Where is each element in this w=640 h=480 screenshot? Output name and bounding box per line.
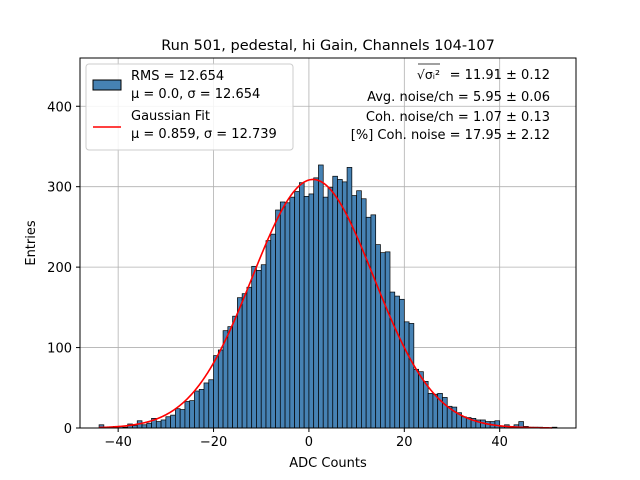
y-axis-label: Entries	[24, 220, 39, 266]
gaussian-fit-line	[99, 178, 553, 429]
histogram-bar	[165, 416, 171, 429]
histogram-bar	[370, 214, 377, 429]
histogram-bar	[461, 416, 467, 429]
histogram-bar	[155, 421, 162, 429]
legend-histogram-swatch	[92, 79, 122, 91]
histogram-bar	[260, 264, 267, 429]
legend-fit-label: Gaussian Fit	[131, 109, 210, 124]
histogram-bar	[327, 187, 334, 429]
histogram-bar	[375, 244, 381, 429]
histogram-bar	[232, 315, 238, 429]
x-tick-label: 40	[491, 435, 508, 450]
histogram-bar	[427, 393, 434, 429]
histogram-bar	[332, 175, 338, 429]
x-axis-ticks: −40 −20 0 20 40	[104, 428, 508, 450]
histogram-bar	[227, 326, 233, 429]
histogram-bar	[318, 164, 324, 429]
histogram-bar	[394, 295, 400, 429]
histogram-bar	[265, 240, 272, 429]
histogram-bar	[241, 293, 248, 429]
histogram-bar	[346, 167, 353, 429]
histogram-bar	[170, 414, 176, 429]
annotation-total-noise-symbol: √σᵢ²	[417, 67, 440, 82]
x-tick-label: −40	[104, 435, 131, 450]
chart-title: Run 501, pedestal, hi Gain, Channels 104…	[161, 38, 495, 54]
histogram-bar	[294, 191, 300, 429]
y-tick-label: 200	[47, 261, 72, 276]
histogram-bar	[203, 382, 210, 429]
legend-histogram-stats: μ = 0.0, σ = 12.654	[131, 87, 260, 102]
legend: RMS = 12.654 μ = 0.0, σ = 12.654 Gaussia…	[85, 63, 294, 151]
annotation-total-noise: = 11.91 ± 0.12	[450, 68, 550, 83]
legend-fit-stats: μ = 0.859, σ = 12.739	[131, 127, 277, 142]
histogram-bar	[432, 393, 439, 429]
histogram-bar	[322, 196, 329, 429]
histogram-bar	[217, 349, 224, 429]
y-tick-label: 100	[47, 342, 72, 357]
histogram-bar	[356, 190, 362, 429]
histogram-bar	[389, 291, 396, 429]
histogram-bar	[423, 380, 429, 429]
histogram-bar	[275, 209, 281, 429]
histogram-bar	[289, 196, 295, 429]
histogram-bar	[399, 298, 405, 429]
histogram-bar	[179, 409, 186, 429]
histogram-bar	[384, 251, 391, 429]
histogram-bar	[246, 286, 253, 429]
histogram-bar	[284, 202, 291, 429]
legend-histogram-label: RMS = 12.654	[131, 69, 224, 84]
noise-annotations: √σᵢ² = 11.91 ± 0.12 Avg. noise/ch = 5.95…	[351, 63, 550, 143]
histogram-bar	[175, 408, 181, 429]
histogram-bar	[403, 321, 410, 429]
histogram-bar	[365, 216, 372, 429]
x-tick-label: 0	[305, 435, 313, 450]
histogram-bar	[237, 297, 243, 429]
legend-box	[85, 63, 294, 151]
x-tick-label: 20	[396, 435, 413, 450]
histogram-bar	[308, 193, 315, 429]
histogram-bar	[198, 389, 205, 429]
histogram-bar	[194, 390, 200, 429]
y-axis-ticks: 0 100 200 300 400	[47, 100, 80, 437]
histogram-bar	[251, 265, 257, 429]
histogram-bar	[337, 179, 343, 429]
histogram-bar	[270, 233, 276, 429]
histogram-bar	[408, 323, 415, 429]
gaussian-fit	[99, 178, 553, 429]
x-axis-label: ADC Counts	[289, 456, 367, 471]
histogram-bar	[160, 419, 167, 429]
histogram-bar	[213, 355, 219, 429]
annotation-avg-noise: Avg. noise/ch = 5.95 ± 0.06	[367, 90, 550, 105]
axes-frame	[79, 57, 577, 429]
histogram-bar	[303, 195, 310, 429]
histogram-bar	[341, 181, 348, 429]
histogram-bar	[313, 177, 319, 429]
histogram-bar	[299, 182, 305, 429]
y-tick-label: 0	[64, 422, 72, 437]
histogram-bar	[494, 420, 501, 429]
y-tick-label: 400	[47, 100, 72, 115]
x-tick-label: −20	[200, 435, 227, 450]
histogram-bar	[184, 401, 191, 429]
histogram-bar	[380, 252, 386, 429]
histogram-bar	[413, 368, 419, 429]
y-tick-label: 300	[47, 181, 72, 196]
annotation-coh-noise-percent: [%] Coh. noise = 17.95 ± 2.12	[351, 128, 550, 143]
histogram-bar	[361, 198, 367, 429]
histogram-bar	[146, 422, 152, 429]
annotation-coh-noise: Coh. noise/ch = 1.07 ± 0.13	[366, 110, 550, 125]
histogram-bar	[189, 400, 195, 429]
histogram-bar	[256, 269, 262, 429]
histogram-bar	[208, 379, 214, 429]
histogram-bar	[279, 201, 286, 429]
